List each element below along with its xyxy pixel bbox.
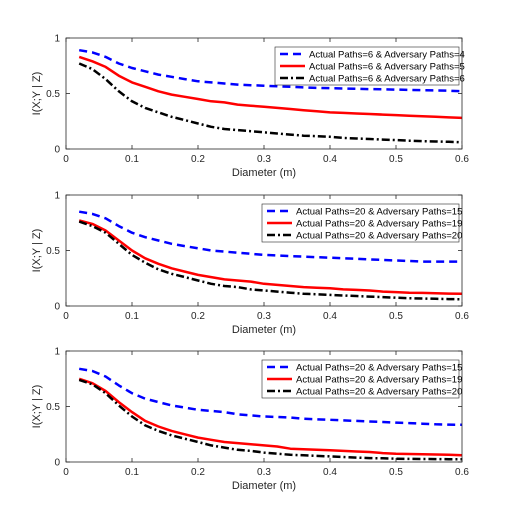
x-tick-label: 0.5 [389, 154, 403, 165]
chart-panel-1: 0 0.1 0.2 0.3 0.4 0.5 0.6 0 0.5 1 Diameter (m) I(X;… [31, 34, 469, 180]
legend-entry: Actual Paths=20 & Adversary Paths=20 [296, 386, 462, 397]
x-axis-label: Diameter (m) [232, 480, 296, 492]
legend-entry: Actual Paths=20 & Adversary Paths=20 [296, 230, 462, 241]
axes-box [65, 194, 463, 307]
y-tick-label: 1 [54, 34, 60, 45]
y-tick-label: 1 [54, 191, 60, 202]
x-tick-label: 0.3 [257, 467, 271, 478]
series-line-2 [78, 377, 463, 457]
legend: Actual Paths=6 & Adversary Paths=4Actual… [274, 46, 465, 86]
x-axis-label: Diameter (m) [232, 167, 296, 179]
legend-entry: Actual Paths=20 & Adversary Paths=15 [296, 206, 462, 217]
series-line-1 [78, 48, 463, 93]
x-tick-label: 0.1 [125, 311, 139, 322]
legend: Actual Paths=20 & Adversary Paths=15Actu… [261, 359, 462, 399]
x-tick-label: 0 [63, 311, 69, 322]
y-tick-label: 0 [54, 145, 60, 156]
legend-entry: Actual Paths=20 & Adversary Paths=19 [296, 374, 462, 385]
y-tick-label: 0 [54, 458, 60, 469]
y-tick-label: 0 [54, 302, 60, 313]
x-tick-label: 0.5 [389, 467, 403, 478]
x-tick-label: 0.3 [257, 154, 271, 165]
series-line-1 [78, 367, 463, 427]
legend-entry: Actual Paths=6 & Adversary Paths=6 [309, 73, 465, 84]
x-tick-label: 0.2 [191, 467, 205, 478]
y-axis-label: I(X;Y | Z) [31, 385, 43, 429]
series-line-3 [78, 378, 462, 461]
y-tick-label: 1 [54, 347, 60, 358]
series-line-2 [78, 219, 463, 296]
x-axis-label: Diameter (m) [232, 324, 296, 336]
axes-box [65, 37, 463, 150]
x-tick-label: 0.6 [455, 467, 469, 478]
x-tick-label: 0.6 [455, 311, 469, 322]
x-tick-label: 0.4 [323, 154, 337, 165]
series-line-3 [78, 220, 463, 301]
x-tick-label: 0 [63, 467, 69, 478]
y-axis-label: I(X;Y | Z) [31, 229, 43, 273]
y-axis-label: I(X;Y | Z) [31, 72, 43, 116]
legend-entry: Actual Paths=20 & Adversary Paths=15 [296, 362, 462, 373]
chart-panel-2: 0 0.1 0.2 0.3 0.4 0.5 0.6 0 0.5 1 Diameter (m) I(X;… [31, 191, 469, 337]
legend-box [261, 203, 460, 243]
x-tick-label: 0 [63, 154, 69, 165]
series-line-2 [78, 55, 463, 120]
x-tick-label: 0.4 [323, 467, 337, 478]
chart-panel-3: 0 0.1 0.2 0.3 0.4 0.5 0.6 0 0.5 1 Diameter (m) I(X;… [31, 347, 469, 493]
legend: Actual Paths=20 & Adversary Paths=15Actu… [261, 203, 462, 243]
y-tick-label: 0.5 [46, 89, 60, 100]
x-tick-label: 0.1 [125, 467, 139, 478]
y-tick-label: 0.5 [46, 246, 60, 257]
x-tick-label: 0.6 [455, 154, 469, 165]
legend-entry: Actual Paths=6 & Adversary Paths=4 [309, 49, 465, 60]
x-tick-label: 0.1 [125, 154, 139, 165]
legend-box [274, 46, 460, 86]
axes-box [65, 350, 463, 463]
legend-box [261, 359, 460, 399]
x-tick-label: 0.5 [389, 311, 403, 322]
x-tick-label: 0.3 [257, 311, 271, 322]
x-tick-label: 0.4 [323, 311, 337, 322]
legend-entry: Actual Paths=6 & Adversary Paths=5 [309, 61, 465, 72]
legend-entry: Actual Paths=20 & Adversary Paths=19 [296, 218, 462, 229]
y-tick-label: 0.5 [46, 402, 60, 413]
series-line-1 [78, 210, 462, 263]
x-tick-label: 0.2 [191, 154, 205, 165]
x-tick-label: 0.2 [191, 311, 205, 322]
series-line-3 [78, 62, 463, 144]
